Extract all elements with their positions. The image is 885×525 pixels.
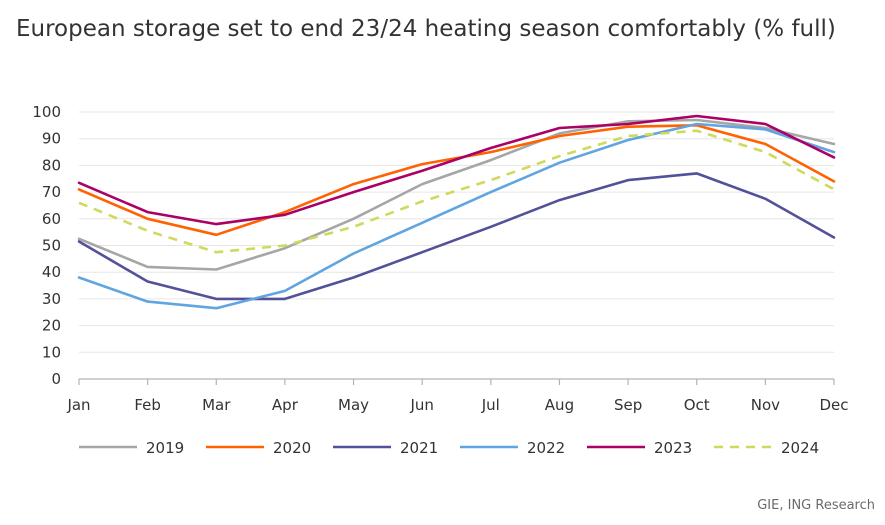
x-tick-label: Sep — [614, 396, 642, 414]
y-tick-label: 60 — [42, 210, 61, 228]
legend-label-2020: 2020 — [273, 439, 311, 457]
series-line-2023 — [77, 114, 836, 226]
gridlines — [79, 111, 834, 353]
x-tick-label: Jan — [66, 396, 90, 414]
legend-label-2024: 2024 — [781, 439, 819, 457]
x-tick-label: Aug — [545, 396, 574, 414]
y-tick-label: 0 — [51, 370, 61, 388]
x-tick-label: Jun — [409, 396, 433, 414]
y-tick-label: 100 — [32, 103, 61, 121]
y-tick-label: 40 — [42, 263, 61, 281]
x-tick-label: Oct — [684, 396, 710, 414]
series-line-2019 — [77, 118, 836, 271]
chart-title: European storage set to end 23/24 heatin… — [16, 16, 836, 42]
series-line-2021 — [77, 172, 836, 301]
legend: 2019 2020 2021 2022 2023 2024 — [79, 439, 819, 457]
x-tick-label: Apr — [272, 396, 299, 414]
x-tick-label: Dec — [819, 396, 848, 414]
series-lines — [77, 114, 836, 310]
x-tick-label: May — [338, 396, 369, 414]
legend-label-2022: 2022 — [527, 439, 565, 457]
y-tick-label: 80 — [42, 156, 61, 174]
source-note: GIE, ING Research — [757, 498, 875, 513]
legend-label-2021: 2021 — [400, 439, 438, 457]
series-line-2024 — [78, 129, 835, 254]
series-line-2022 — [77, 122, 836, 310]
legend-label-2023: 2023 — [654, 439, 692, 457]
y-tick-label: 30 — [42, 290, 61, 308]
x-tick-label: Nov — [751, 396, 780, 414]
legend-label-2019: 2019 — [146, 439, 184, 457]
y-tick-label: 70 — [42, 183, 61, 201]
y-tick-label: 20 — [42, 317, 61, 335]
y-tick-label: 10 — [42, 343, 61, 361]
x-tick-label: Feb — [134, 396, 161, 414]
x-tick-label: Jul — [481, 396, 500, 414]
x-tick-label: Mar — [202, 396, 231, 414]
y-tick-label: 50 — [42, 237, 61, 255]
y-tick-label: 90 — [42, 130, 61, 148]
axes: 0 10 20 30 40 50 60 70 80 90 100 Jan Feb Mar Apr May Jun… — [32, 103, 848, 414]
